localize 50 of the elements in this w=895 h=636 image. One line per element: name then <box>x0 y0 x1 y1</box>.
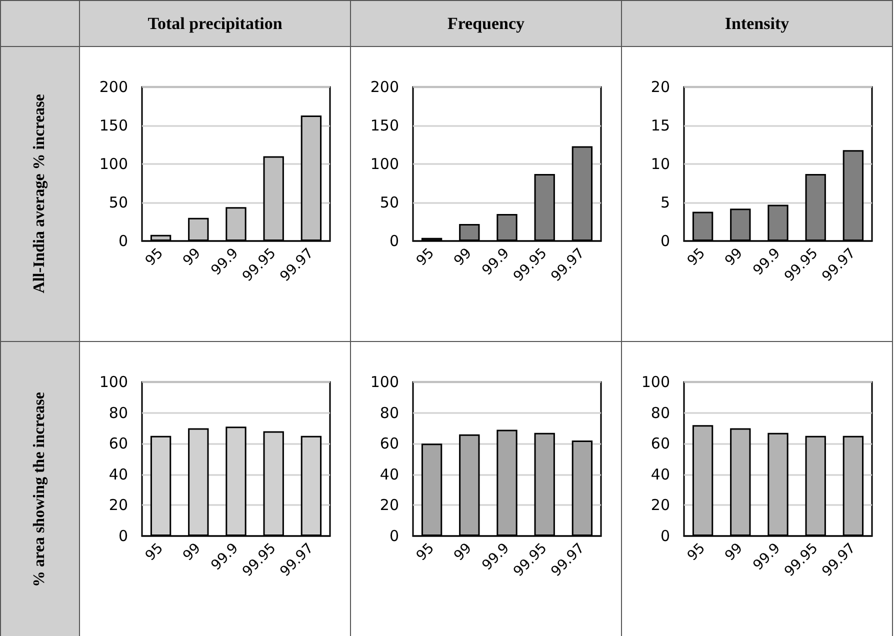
y-tick-label: 0 <box>660 527 670 545</box>
x-tick-label: 99 <box>451 540 476 564</box>
y-tick-label: 0 <box>389 527 399 545</box>
x-tick-label: 99 <box>180 540 204 564</box>
y-tick-label: 40 <box>380 465 399 484</box>
y-tick-label: 60 <box>650 434 670 453</box>
y-tick-label: 200 <box>99 78 128 96</box>
y-tick-label: 100 <box>641 373 670 391</box>
y-tick-label: 40 <box>650 465 670 484</box>
y-tick-label: 20 <box>108 496 128 514</box>
y-tick-label: 100 <box>99 155 128 173</box>
y-tick-label: 60 <box>108 434 128 453</box>
y-tick-label: 20 <box>650 496 670 514</box>
x-tick-label: 95 <box>684 245 708 270</box>
x-tick-label: 95 <box>142 245 166 270</box>
y-tick-label: 5 <box>660 194 670 212</box>
y-tick-label: 100 <box>370 373 399 391</box>
chart-title: Intensity <box>622 0 892 46</box>
chart-title: Frequency <box>350 0 622 46</box>
y-tick-label: 10 <box>650 155 670 173</box>
y-tick-label: 0 <box>118 527 128 545</box>
y-tick-label: 0 <box>118 232 128 250</box>
y-tick-label: 20 <box>650 78 670 96</box>
chart-title: Total precipitation <box>80 0 350 46</box>
y-tick-label: 50 <box>380 194 399 212</box>
y-tick-label: 0 <box>389 232 399 250</box>
x-tick-label: 99 <box>180 245 204 270</box>
x-tick-label: 95 <box>414 245 438 270</box>
y-axis-title: All-India average % increase <box>31 94 49 294</box>
x-tick-label: 95 <box>414 540 438 564</box>
y-tick-label: 60 <box>380 434 399 453</box>
y-tick-label: 80 <box>108 404 128 422</box>
y-axis-title: % area showing the increase <box>31 392 49 586</box>
y-tick-label: 150 <box>99 116 128 134</box>
x-tick-label: 99 <box>722 245 746 270</box>
y-tick-label: 40 <box>108 465 128 484</box>
x-tick-label: 99 <box>451 245 476 270</box>
y-tick-label: 0 <box>660 232 670 250</box>
y-tick-label: 80 <box>650 404 670 422</box>
y-tick-label: 100 <box>99 373 128 391</box>
y-tick-label: 150 <box>370 116 399 134</box>
y-tick-label: 50 <box>108 194 128 212</box>
x-tick-label: 99 <box>722 540 746 564</box>
y-tick-label: 20 <box>380 496 399 514</box>
y-tick-label: 100 <box>370 155 399 173</box>
x-tick-label: 95 <box>684 540 708 564</box>
y-tick-label: 200 <box>370 78 399 96</box>
x-tick-label: 95 <box>142 540 166 564</box>
y-tick-label: 15 <box>650 116 670 134</box>
y-tick-label: 80 <box>380 404 399 422</box>
